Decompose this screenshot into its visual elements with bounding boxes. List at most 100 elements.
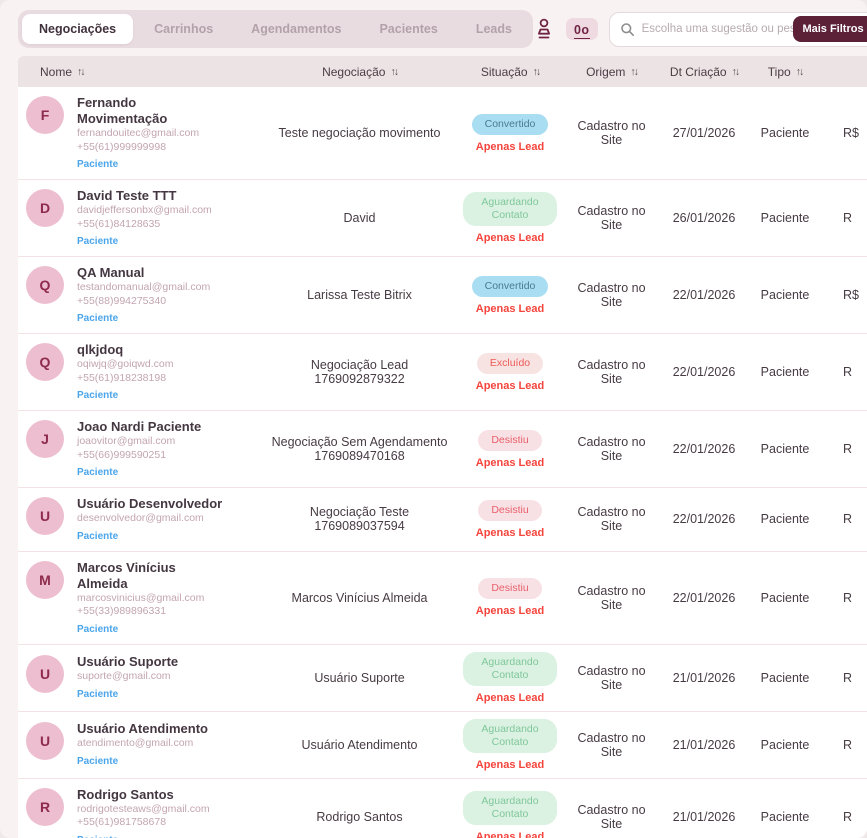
column-label: Negociação xyxy=(322,64,386,79)
table-row[interactable]: Q QA Manual testandomanual@gmail.com +55… xyxy=(18,257,867,334)
paciente-link[interactable]: Paciente xyxy=(77,688,119,700)
value-cell: R$ xyxy=(843,288,859,302)
tab-item[interactable]: Pacientes xyxy=(379,22,438,36)
avatar: U xyxy=(26,655,64,694)
column-label: Dt Criação xyxy=(669,64,727,79)
search-box: Mais Filtros xyxy=(608,11,867,47)
type-cell: Paciente xyxy=(760,365,810,379)
avatar: Q xyxy=(26,266,64,304)
status-cell: Convertido Apenas Lead xyxy=(456,113,564,153)
table-row[interactable]: J Joao Nardi Paciente joaovitor@gmail.co… xyxy=(18,411,867,488)
type-cell: Paciente xyxy=(760,442,810,456)
value-cell: R xyxy=(843,590,853,605)
tab-item[interactable]: Negociações xyxy=(22,14,134,44)
column-header[interactable]: Dt Criação ↑↓ xyxy=(659,65,749,79)
column-header[interactable]: Origem ↑↓ xyxy=(564,65,659,79)
type-cell: Paciente xyxy=(760,737,810,752)
value-cell: R xyxy=(843,211,853,225)
column-header[interactable]: Negociação ↑↓ xyxy=(263,65,456,79)
table-row[interactable]: Q qlkjdoq oqiwjq@goiqwd.com +55(61)91823… xyxy=(18,334,867,411)
contact-email: rodrigotesteaws@gmail.com xyxy=(77,802,210,815)
value-cell: R xyxy=(843,512,853,527)
contact-name: QA Manual xyxy=(77,265,145,280)
creation-date-cell: 22/01/2026 xyxy=(672,288,736,302)
negotiation-name: Usuário Suporte xyxy=(314,670,405,685)
contact-phone: +55(61)981758678 xyxy=(77,816,167,828)
contact-email: fernandouitec@gmail.com xyxy=(77,127,200,139)
person-icon[interactable] xyxy=(533,17,555,41)
table-row[interactable]: U Usuário Suporte suporte@gmail.com Paci… xyxy=(18,644,867,712)
status-badge: Desistiu xyxy=(478,578,542,599)
column-label: Tipo xyxy=(767,64,791,79)
lead-status-label: Apenas Lead xyxy=(475,232,545,244)
column-header[interactable]: V xyxy=(821,65,867,79)
table-row[interactable]: R Rodrigo Santos rodrigotesteaws@gmail.c… xyxy=(18,778,867,838)
origin-cell: Cadastro no Site xyxy=(577,435,646,463)
paciente-link[interactable]: Paciente xyxy=(77,467,119,478)
name-cell: U Usuário Desenvolvedor desenvolvedor@gm… xyxy=(18,495,263,544)
lead-status-label: Apenas Lead xyxy=(475,140,545,153)
value-cell: R$ xyxy=(843,126,859,140)
type-cell: Paciente xyxy=(760,670,810,685)
table-row[interactable]: U Usuário Atendimento atendimento@gmail.… xyxy=(18,711,867,779)
counter-label: 0o xyxy=(573,23,590,39)
name-cell: Q QA Manual testandomanual@gmail.com +55… xyxy=(18,264,263,326)
column-header[interactable]: Situação ↑↓ xyxy=(456,65,564,79)
avatar: M xyxy=(26,560,64,599)
status-cell: Desistiu Apenas Lead xyxy=(456,429,564,469)
origin-cell: Cadastro no Site xyxy=(577,505,646,534)
origin-cell: Cadastro no Site xyxy=(577,204,646,232)
counter-button[interactable]: 0o xyxy=(565,18,598,40)
paciente-link[interactable]: Paciente xyxy=(77,530,119,542)
avatar: D xyxy=(26,189,64,227)
paciente-link[interactable]: Paciente xyxy=(77,159,119,170)
paciente-link[interactable]: Paciente xyxy=(77,313,119,324)
table-header: Nome ↑↓ Negociação ↑↓ Situação ↑↓ Origem… xyxy=(18,56,867,87)
search-input[interactable] xyxy=(641,23,794,35)
table-row[interactable]: D David Teste TTT davidjeffersonbx@gmail… xyxy=(18,180,867,257)
contact-phone: +55(61)918238198 xyxy=(77,371,167,384)
paciente-link[interactable]: Paciente xyxy=(77,623,119,635)
column-label: Origem xyxy=(586,64,626,79)
status-cell: Aguardando Contato Apenas Lead xyxy=(456,651,564,704)
value-cell: R xyxy=(843,670,853,685)
tab-item[interactable]: Agendamentos xyxy=(251,22,342,36)
avatar: Q xyxy=(26,343,64,381)
name-cell: Q qlkjdoq oqiwjq@goiqwd.com +55(61)91823… xyxy=(18,341,263,403)
type-cell: Paciente xyxy=(760,590,810,605)
type-cell: Paciente xyxy=(760,211,810,225)
top-bar: Negociações Carrinhos Agendamentos Pacie… xyxy=(0,0,867,56)
contact-phone: +55(61)84128635 xyxy=(77,217,161,230)
avatar: F xyxy=(26,96,64,134)
status-cell: Excluído Apenas Lead xyxy=(456,352,564,392)
column-header[interactable]: Nome ↑↓ xyxy=(18,65,263,79)
contact-email: suporte@gmail.com xyxy=(77,670,171,683)
table-row[interactable]: M Marcos Vinícius Almeida marcosvinicius… xyxy=(18,551,867,645)
column-header[interactable]: Tipo ↑↓ xyxy=(749,65,821,79)
tab-item[interactable]: Leads xyxy=(475,22,512,36)
contact-name: qlkjdoq xyxy=(77,342,124,357)
contact-email: oqiwjq@goiqwd.com xyxy=(77,358,174,370)
value-cell: R xyxy=(843,442,853,456)
creation-date-cell: 22/01/2026 xyxy=(672,512,736,527)
contact-name: Marcos Vinícius Almeida xyxy=(77,559,176,591)
paciente-link[interactable]: Paciente xyxy=(77,390,119,401)
paciente-link[interactable]: Paciente xyxy=(77,236,119,247)
more-filters-button[interactable]: Mais Filtros xyxy=(793,16,867,42)
paciente-link[interactable]: Paciente xyxy=(77,835,118,838)
name-cell: M Marcos Vinícius Almeida marcosvinicius… xyxy=(18,559,263,637)
name-cell: D David Teste TTT davidjeffersonbx@gmail… xyxy=(18,187,263,249)
table-row[interactable]: F Fernando Movimentação fernandouitec@gm… xyxy=(18,87,867,180)
avatar: U xyxy=(26,722,64,761)
table-row[interactable]: U Usuário Desenvolvedor desenvolvedor@gm… xyxy=(18,488,867,552)
type-cell: Paciente xyxy=(760,288,810,302)
table-body: F Fernando Movimentação fernandouitec@gm… xyxy=(18,87,867,838)
negotiation-name: Negociação Lead 1769092879322 xyxy=(310,358,409,386)
contact-name: Usuário Atendimento xyxy=(77,721,208,737)
tab-item[interactable]: Carrinhos xyxy=(154,22,214,36)
status-badge: Aguardando Contato xyxy=(463,192,557,226)
contact-email: testandomanual@gmail.com xyxy=(77,281,211,293)
status-cell: Aguardando Contato Apenas Lead xyxy=(456,790,564,838)
paciente-link[interactable]: Paciente xyxy=(77,755,119,767)
